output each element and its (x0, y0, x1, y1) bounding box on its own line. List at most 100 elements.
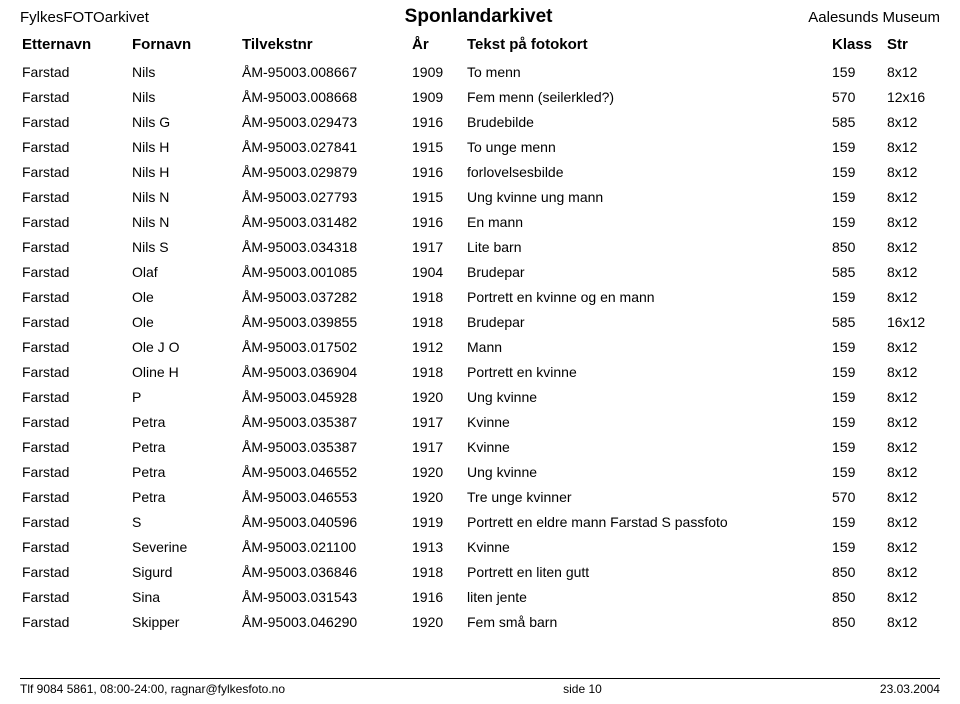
cell-str: 8x12 (885, 584, 940, 609)
cell-tilvekstnr: ÅM-95003.035387 (240, 434, 410, 459)
cell-tilvekstnr: ÅM-95003.008667 (240, 59, 410, 84)
cell-etternavn: Farstad (20, 209, 130, 234)
cell-ar: 1918 (410, 309, 465, 334)
table-row: FarstadOlafÅM-95003.0010851904Brudepar58… (20, 259, 940, 284)
cell-tilvekstnr: ÅM-95003.034318 (240, 234, 410, 259)
records-table: Etternavn Fornavn Tilvekstnr År Tekst på… (20, 32, 940, 634)
cell-tekst: Kvinne (465, 534, 830, 559)
cell-tekst: Brudepar (465, 309, 830, 334)
col-header-fornavn: Fornavn (130, 32, 240, 59)
cell-tekst: Brudepar (465, 259, 830, 284)
cell-etternavn: Farstad (20, 184, 130, 209)
table-row: FarstadSigurdÅM-95003.0368461918Portrett… (20, 559, 940, 584)
cell-str: 12x16 (885, 84, 940, 109)
cell-etternavn: Farstad (20, 159, 130, 184)
cell-ar: 1916 (410, 109, 465, 134)
cell-klass: 159 (830, 409, 885, 434)
cell-etternavn: Farstad (20, 584, 130, 609)
cell-ar: 1915 (410, 134, 465, 159)
cell-klass: 850 (830, 234, 885, 259)
cell-tekst: Ung kvinne (465, 459, 830, 484)
cell-fornavn: Nils N (130, 209, 240, 234)
cell-etternavn: Farstad (20, 134, 130, 159)
cell-str: 8x12 (885, 284, 940, 309)
cell-tilvekstnr: ÅM-95003.046290 (240, 609, 410, 634)
cell-klass: 159 (830, 159, 885, 184)
cell-etternavn: Farstad (20, 509, 130, 534)
cell-tekst: Portrett en kvinne og en mann (465, 284, 830, 309)
table-row: FarstadPetraÅM-95003.0353871917Kvinne159… (20, 409, 940, 434)
cell-fornavn: Nils (130, 59, 240, 84)
cell-ar: 1904 (410, 259, 465, 284)
cell-etternavn: Farstad (20, 459, 130, 484)
cell-tilvekstnr: ÅM-95003.001085 (240, 259, 410, 284)
cell-str: 16x12 (885, 309, 940, 334)
archive-name: FylkesFOTOarkivet (20, 9, 149, 26)
cell-str: 8x12 (885, 559, 940, 584)
table-row: FarstadNils NÅM-95003.0314821916En mann1… (20, 209, 940, 234)
cell-tilvekstnr: ÅM-95003.029473 (240, 109, 410, 134)
cell-fornavn: Severine (130, 534, 240, 559)
cell-tekst: Kvinne (465, 434, 830, 459)
cell-fornavn: Skipper (130, 609, 240, 634)
cell-tekst: Mann (465, 334, 830, 359)
table-row: FarstadOline HÅM-95003.0369041918Portret… (20, 359, 940, 384)
cell-tilvekstnr: ÅM-95003.029879 (240, 159, 410, 184)
cell-tekst: To unge menn (465, 134, 830, 159)
cell-ar: 1913 (410, 534, 465, 559)
cell-ar: 1920 (410, 384, 465, 409)
table-row: FarstadNilsÅM-95003.0086671909To menn159… (20, 59, 940, 84)
cell-str: 8x12 (885, 334, 940, 359)
cell-etternavn: Farstad (20, 259, 130, 284)
cell-klass: 159 (830, 509, 885, 534)
cell-tilvekstnr: ÅM-95003.027841 (240, 134, 410, 159)
cell-klass: 159 (830, 284, 885, 309)
cell-fornavn: Petra (130, 434, 240, 459)
cell-tilvekstnr: ÅM-95003.037282 (240, 284, 410, 309)
cell-klass: 585 (830, 259, 885, 284)
table-row: FarstadOle J OÅM-95003.0175021912Mann159… (20, 334, 940, 359)
table-row: FarstadOleÅM-95003.0372821918Portrett en… (20, 284, 940, 309)
cell-etternavn: Farstad (20, 384, 130, 409)
cell-str: 8x12 (885, 409, 940, 434)
cell-tekst: To menn (465, 59, 830, 84)
collection-title: Sponlandarkivet (405, 6, 553, 28)
table-header-row: Etternavn Fornavn Tilvekstnr År Tekst på… (20, 32, 940, 59)
table-row: FarstadOleÅM-95003.0398551918Brudepar585… (20, 309, 940, 334)
col-header-tilvekstnr: Tilvekstnr (240, 32, 410, 59)
cell-etternavn: Farstad (20, 559, 130, 584)
cell-klass: 570 (830, 484, 885, 509)
cell-ar: 1917 (410, 234, 465, 259)
cell-str: 8x12 (885, 59, 940, 84)
cell-fornavn: Nils S (130, 234, 240, 259)
cell-klass: 159 (830, 209, 885, 234)
cell-klass: 159 (830, 334, 885, 359)
cell-ar: 1917 (410, 409, 465, 434)
cell-etternavn: Farstad (20, 284, 130, 309)
cell-tekst: Ung kvinne (465, 384, 830, 409)
cell-ar: 1912 (410, 334, 465, 359)
table-row: FarstadNilsÅM-95003.0086681909Fem menn (… (20, 84, 940, 109)
col-header-str: Str (885, 32, 940, 59)
cell-str: 8x12 (885, 459, 940, 484)
cell-tekst: Kvinne (465, 409, 830, 434)
cell-tilvekstnr: ÅM-95003.039855 (240, 309, 410, 334)
cell-fornavn: Ole (130, 309, 240, 334)
cell-str: 8x12 (885, 609, 940, 634)
cell-tekst: Portrett en liten gutt (465, 559, 830, 584)
col-header-ar: År (410, 32, 465, 59)
cell-klass: 159 (830, 534, 885, 559)
cell-tilvekstnr: ÅM-95003.040596 (240, 509, 410, 534)
cell-tekst: En mann (465, 209, 830, 234)
cell-tilvekstnr: ÅM-95003.008668 (240, 84, 410, 109)
table-row: FarstadNils NÅM-95003.0277931915Ung kvin… (20, 184, 940, 209)
cell-fornavn: Nils H (130, 159, 240, 184)
cell-tekst: Brudebilde (465, 109, 830, 134)
cell-tekst: Lite barn (465, 234, 830, 259)
col-header-klass: Klass (830, 32, 885, 59)
cell-fornavn: Petra (130, 459, 240, 484)
cell-tekst: Tre unge kvinner (465, 484, 830, 509)
cell-fornavn: Sina (130, 584, 240, 609)
cell-tilvekstnr: ÅM-95003.031482 (240, 209, 410, 234)
cell-str: 8x12 (885, 259, 940, 284)
